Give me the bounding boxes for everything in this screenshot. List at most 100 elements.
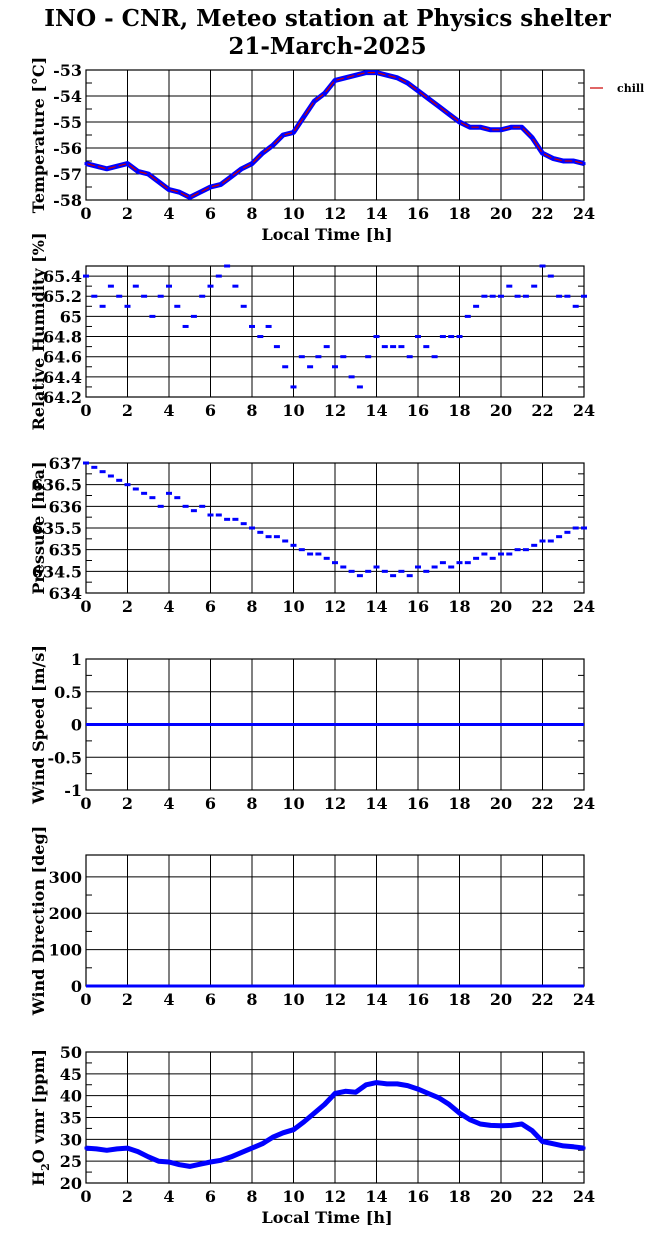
x-tick-label: 10 — [282, 794, 304, 813]
data-point — [561, 1144, 565, 1148]
plot-frame — [85, 69, 585, 201]
data-point — [437, 1096, 441, 1100]
data-point — [514, 548, 521, 552]
data-point — [373, 335, 380, 339]
data-point — [94, 164, 98, 168]
data-point — [315, 355, 322, 359]
data-point — [84, 1146, 88, 1150]
data-point — [561, 159, 565, 163]
data-point — [365, 355, 372, 359]
x-tick-label: 22 — [531, 597, 553, 616]
x-tick-label: 2 — [122, 597, 133, 616]
panel-pressure: 0 2 4 6 8 10 12 14 16 18 20 22 24634634.5635635.5636… — [29, 454, 595, 616]
y-tick-label: -57 — [53, 165, 82, 184]
y-tick-label: 636.5 — [32, 476, 82, 495]
data-point — [423, 345, 430, 349]
data-point — [229, 175, 233, 179]
data-point — [458, 1111, 461, 1115]
data-point — [315, 552, 322, 556]
data-point — [522, 294, 529, 298]
x-tick-label: 10 — [282, 204, 304, 223]
data-point — [385, 1082, 389, 1086]
data-point — [105, 1148, 109, 1152]
data-point — [198, 1162, 202, 1166]
data-point — [250, 1146, 254, 1150]
data-point — [84, 162, 88, 166]
x-tick-label: 20 — [490, 597, 512, 616]
data-point — [323, 556, 330, 560]
data-point — [166, 491, 172, 495]
data-point — [581, 526, 587, 530]
x-tick-label: 12 — [324, 204, 346, 223]
x-tick-label: 4 — [163, 204, 174, 223]
data-point — [478, 1122, 482, 1126]
data-point — [290, 543, 297, 547]
data-point — [415, 565, 421, 569]
data-point — [281, 1131, 285, 1135]
data-point — [514, 294, 521, 298]
data-point — [307, 365, 314, 369]
x-tick-label: 0 — [80, 597, 91, 616]
data-point — [395, 76, 399, 80]
y-axis-label: Temperature [°C] — [29, 57, 48, 213]
data-point — [240, 522, 247, 526]
y-tick-label: -1 — [64, 781, 82, 800]
data-point — [356, 385, 363, 389]
data-point — [464, 561, 471, 565]
data-point — [572, 1145, 576, 1149]
y-tick-label: 64.4 — [43, 368, 82, 387]
data-point — [448, 335, 455, 339]
chart-title: INO - CNR, Meteo station at Physics shel… — [44, 5, 611, 32]
data-point — [356, 574, 363, 578]
y-tick-label: 0 — [71, 977, 82, 996]
data-point — [167, 1160, 171, 1164]
data-point — [257, 335, 264, 339]
data-point — [141, 491, 148, 495]
x-tick-label: 24 — [573, 1187, 595, 1206]
data-point — [473, 304, 480, 308]
data-point — [499, 128, 503, 132]
data-point — [198, 190, 202, 194]
data-point — [381, 569, 388, 573]
data-point — [415, 335, 421, 339]
data-point — [439, 561, 446, 565]
data-point — [541, 1140, 544, 1144]
x-tick-label: 12 — [324, 597, 346, 616]
y-axis-label: Wind Direction [deg] — [29, 826, 48, 1017]
data-point — [290, 385, 297, 389]
y-tick-label: -56 — [53, 139, 82, 158]
plot-frame — [85, 1051, 585, 1184]
data-point — [249, 324, 255, 328]
x-tick-label: 10 — [282, 990, 304, 1009]
y-tick-label: 25 — [60, 1152, 82, 1171]
data-point — [522, 548, 529, 552]
data-point — [116, 294, 123, 298]
data-point — [312, 99, 316, 103]
data-point — [298, 548, 305, 552]
data-point — [271, 143, 275, 147]
x-tick-label: 24 — [573, 990, 595, 1009]
data-point — [431, 355, 438, 359]
data-point — [426, 97, 430, 101]
data-point — [240, 167, 244, 171]
data-point — [174, 496, 181, 500]
data-point — [431, 565, 438, 569]
data-point — [94, 1147, 98, 1151]
x-tick-label: 24 — [573, 204, 595, 223]
x-tick-label: 18 — [448, 597, 470, 616]
x-tick-label: 2 — [122, 990, 133, 1009]
data-point — [323, 1102, 327, 1106]
y-tick-label: 50 — [60, 1043, 82, 1062]
data-point — [83, 274, 89, 278]
data-point — [530, 1129, 534, 1133]
data-point — [564, 294, 571, 298]
data-point — [107, 474, 114, 478]
data-point — [292, 1128, 295, 1132]
data-point — [473, 556, 480, 560]
x-tick-label: 16 — [407, 401, 429, 420]
data-point — [547, 274, 554, 278]
data-point — [498, 552, 504, 556]
data-point — [520, 1122, 524, 1126]
data-point — [215, 513, 222, 517]
data-point — [332, 365, 338, 369]
